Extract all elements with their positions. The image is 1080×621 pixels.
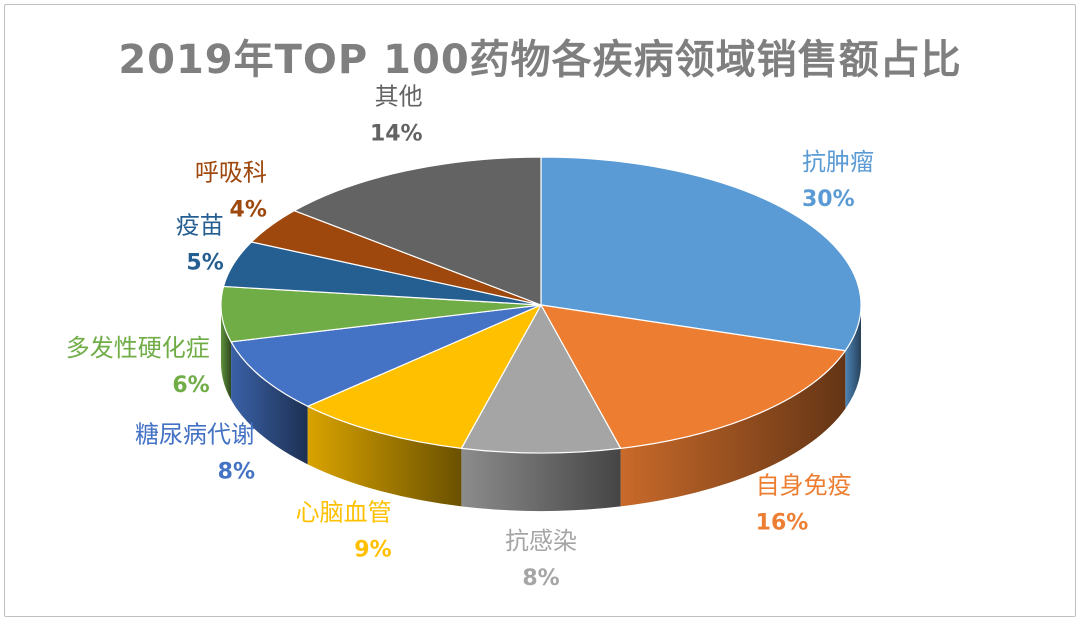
slice-label-7: 疫苗 <box>176 212 224 240</box>
slice-percent-1: 30% <box>802 187 855 212</box>
pie-slice-4[interactable] <box>307 304 542 449</box>
chart-frame: 2019年TOP 100药物各疾病领域销售额占比 抗肿瘤 30% 自身免疫 16% 抗感… <box>4 4 1076 617</box>
slice-percent-2: 16% <box>756 510 809 535</box>
slice-percent-8: 4% <box>230 198 267 223</box>
pie-wall-6 <box>221 305 232 400</box>
pie-slice-5[interactable] <box>230 304 542 407</box>
pie-slice-6[interactable] <box>220 285 542 343</box>
pie-wall-4 <box>307 406 462 507</box>
slice-label-5: 糖尿病代谢 <box>135 420 255 448</box>
pie-slice-2[interactable] <box>540 304 846 449</box>
slice-percent-3: 8% <box>522 566 559 591</box>
pie-slice-1[interactable] <box>540 156 862 352</box>
slice-label-9: 其他 <box>375 83 423 111</box>
pie-slice-3[interactable] <box>460 304 622 454</box>
slice-percent-9: 14% <box>370 122 423 147</box>
pie-wall-3 <box>461 448 621 512</box>
slice-label-3: 抗感染 <box>505 527 577 555</box>
pie-slice-9[interactable] <box>293 156 542 306</box>
pie-wall-2 <box>620 350 846 507</box>
slice-percent-6: 6% <box>172 373 209 398</box>
slice-percent-4: 9% <box>354 538 391 563</box>
slice-label-4: 心脑血管 <box>296 499 392 527</box>
slice-percent-5: 8% <box>218 459 255 484</box>
slice-label-6: 多发性硬化症 <box>66 334 210 362</box>
pie-wall-1 <box>845 305 861 409</box>
pie-chart: 抗肿瘤 30% 自身免疫 16% 抗感染 8% 心脑血管 9% 糖尿病代谢 8% 多发性硬化症 6% 疫… <box>66 83 874 592</box>
slice-label-2: 自身免疫 <box>756 471 852 499</box>
pie-side-walls <box>221 305 861 512</box>
pie-slices <box>220 156 862 454</box>
chart-title: 2019年TOP 100药物各疾病领域销售额占比 <box>118 37 962 83</box>
slice-percent-7: 5% <box>186 251 223 276</box>
slice-label-1: 抗肿瘤 <box>802 148 874 176</box>
slice-label-8: 呼吸科 <box>195 159 267 187</box>
pie-labels: 抗肿瘤 30% 自身免疫 16% 抗感染 8% 心脑血管 9% 糖尿病代谢 8% 多发性硬化症 6% 疫… <box>66 83 874 592</box>
pie-wall-5 <box>231 341 308 465</box>
